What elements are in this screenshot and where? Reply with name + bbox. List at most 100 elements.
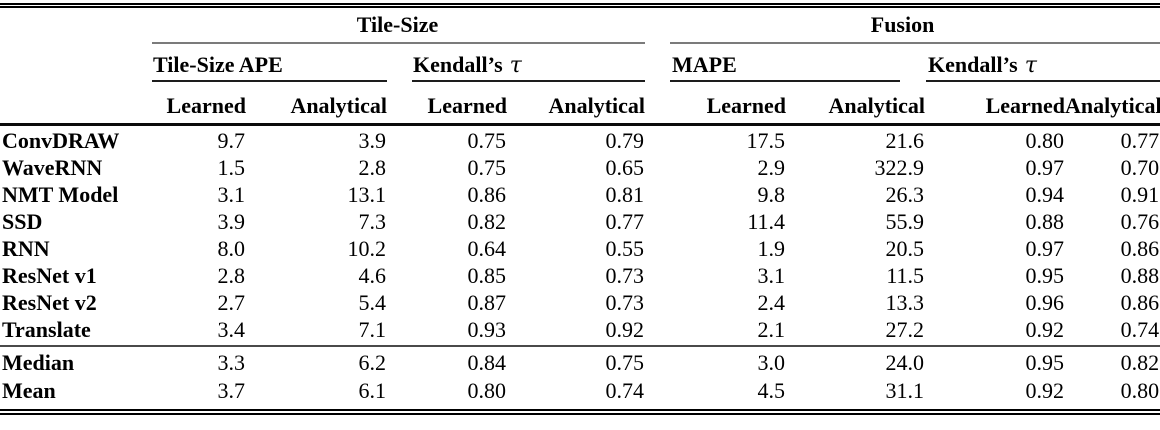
column-header-learned: Learned — [985, 92, 1066, 118]
value-cell: 0.79 — [605, 127, 645, 153]
value-cell: 322.9 — [874, 154, 925, 180]
paper-table-page: Tile-Size Fusion Tile-Size APE Kendall’s… — [0, 3, 1160, 430]
column-header-analytical: Analytical — [290, 92, 387, 118]
metric-header-mape: MAPE — [672, 52, 737, 77]
row-label: SSD — [2, 208, 43, 234]
row-label: NMT Model — [2, 181, 119, 207]
rule-under-fusion — [670, 42, 1160, 44]
metric-header-tile-size-ape: Tile-Size APE — [153, 52, 283, 77]
table-row: ResNet v2 2.7 5.4 0.87 0.73 2.4 13.3 0.9… — [0, 289, 1160, 316]
value-cell: 13.1 — [347, 181, 387, 207]
results-table: Tile-Size Fusion Tile-Size APE Kendall’s… — [0, 8, 1160, 405]
value-cell: 3.1 — [217, 181, 246, 207]
tau-symbol: τ — [509, 53, 522, 78]
value-cell: 3.9 — [217, 208, 246, 234]
value-cell: 2.8 — [358, 154, 387, 180]
group-header-fusion: Fusion — [870, 12, 935, 37]
value-cell: 9.8 — [757, 181, 786, 207]
row-label: Mean — [2, 378, 56, 403]
value-cell: 0.77 — [1120, 127, 1160, 153]
metric-header-kendalls-tau-tile: Kendall’s τ — [413, 52, 522, 78]
row-label: WaveRNN — [2, 154, 103, 180]
table-row: RNN 8.0 10.2 0.64 0.55 1.9 20.5 0.97 0.8… — [0, 235, 1160, 262]
value-cell: 0.75 — [467, 154, 507, 180]
value-cell: 6.1 — [358, 378, 387, 403]
value-cell: 11.5 — [886, 262, 925, 288]
value-cell: 0.87 — [467, 289, 507, 315]
column-header-learned: Learned — [706, 92, 787, 118]
value-cell: 0.77 — [605, 208, 645, 234]
value-cell: 0.65 — [605, 154, 645, 180]
value-cell: 0.82 — [1120, 350, 1160, 375]
value-cell: 0.74 — [1120, 316, 1160, 342]
value-cell: 8.0 — [217, 235, 246, 261]
row-label: ConvDRAW — [2, 127, 120, 153]
value-cell: 0.97 — [1025, 154, 1065, 180]
tau-symbol: τ — [1024, 53, 1037, 78]
value-cell: 10.2 — [347, 235, 387, 261]
value-cell: 0.82 — [467, 208, 507, 234]
value-cell: 0.95 — [1025, 262, 1065, 288]
value-cell: 3.3 — [217, 350, 246, 375]
metric-header-row: Tile-Size APE Kendall’s τ MAPE Kendall’s τ — [0, 50, 1160, 80]
body-summary-rule — [0, 345, 1160, 347]
value-cell: 3.9 — [358, 127, 387, 153]
value-cell: 27.2 — [885, 316, 925, 342]
row-label: RNN — [2, 235, 50, 261]
value-cell: 0.70 — [1120, 154, 1160, 180]
value-cell: 31.1 — [885, 378, 925, 403]
value-cell: 0.86 — [1120, 289, 1160, 315]
value-cell: 0.73 — [605, 289, 645, 315]
value-cell: 3.7 — [217, 378, 246, 403]
value-cell: 0.80 — [1120, 378, 1160, 403]
value-cell: 0.84 — [467, 350, 507, 375]
value-cell: 3.0 — [757, 350, 786, 375]
value-cell: 21.6 — [885, 127, 925, 153]
table-row-mean: Mean 3.7 6.1 0.80 0.74 4.5 31.1 0.92 0.8… — [0, 377, 1160, 405]
value-cell: 55.9 — [885, 208, 925, 234]
table-bottom-rule — [0, 409, 1160, 415]
value-cell: 4.6 — [358, 262, 387, 288]
corner-spacer — [0, 8, 150, 42]
column-header-learned: Learned — [427, 92, 507, 118]
value-cell: 20.5 — [885, 235, 925, 261]
column-header-learned: Learned — [166, 92, 246, 118]
value-cell: 1.9 — [757, 235, 786, 261]
metric-rule-row — [0, 80, 1160, 89]
value-cell: 0.97 — [1025, 235, 1065, 261]
column-header-analytical: Analytical — [828, 92, 926, 118]
value-cell: 0.81 — [605, 181, 645, 207]
column-header-row: Learned Analytical Learned Analytical Le… — [0, 89, 1160, 122]
value-cell: 0.73 — [605, 262, 645, 288]
row-label: Median — [2, 350, 75, 375]
rule-under-tile-size — [152, 42, 646, 44]
value-cell: 0.93 — [467, 316, 507, 342]
value-cell: 9.7 — [217, 127, 246, 153]
value-cell: 0.92 — [1025, 378, 1065, 403]
group-header-row: Tile-Size Fusion — [0, 8, 1160, 42]
table-row: WaveRNN 1.5 2.8 0.75 0.65 2.9 322.9 0.97… — [0, 154, 1160, 181]
value-cell: 0.88 — [1025, 208, 1065, 234]
table-row: ConvDRAW 9.7 3.9 0.75 0.79 17.5 21.6 0.8… — [0, 127, 1160, 154]
column-header-analytical: Analytical — [1065, 92, 1160, 118]
table-row: SSD 3.9 7.3 0.82 0.77 11.4 55.9 0.88 0.7… — [0, 208, 1160, 235]
group-header-tile-size: Tile-Size — [356, 12, 439, 37]
value-cell: 1.5 — [217, 154, 246, 180]
value-cell: 0.85 — [467, 262, 507, 288]
rule-under-kendalls-tau-fusion — [926, 80, 1160, 82]
value-cell: 7.1 — [358, 316, 387, 342]
table-top-rule — [0, 3, 1160, 8]
group-rule-row — [0, 42, 1160, 50]
value-cell: 0.92 — [605, 316, 645, 342]
value-cell: 0.74 — [605, 378, 645, 403]
metric-header-kendalls-tau-fusion: Kendall’s τ — [928, 52, 1037, 78]
value-cell: 0.76 — [1120, 208, 1160, 234]
value-cell: 5.4 — [358, 289, 387, 315]
value-cell: 3.4 — [217, 316, 246, 342]
value-cell: 0.92 — [1025, 316, 1065, 342]
rule-under-tile-size-ape — [152, 80, 387, 82]
value-cell: 0.80 — [1025, 127, 1065, 153]
column-header-analytical: Analytical — [548, 92, 646, 118]
value-cell: 0.95 — [1025, 350, 1065, 375]
value-cell: 11.4 — [747, 208, 786, 234]
